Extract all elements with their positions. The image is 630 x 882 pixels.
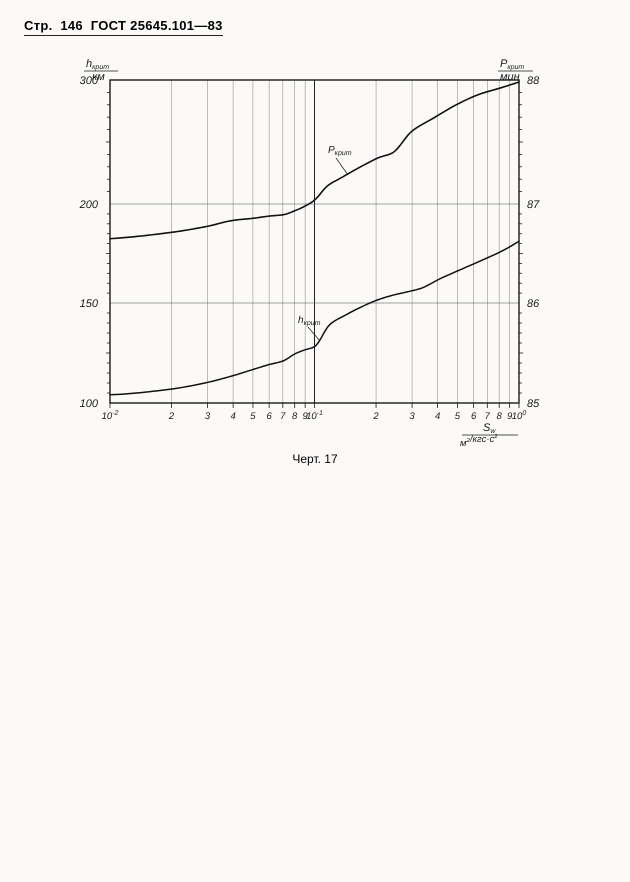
- svg-text:5: 5: [455, 411, 461, 422]
- svg-text:7: 7: [280, 411, 286, 422]
- svg-text:8: 8: [497, 411, 503, 422]
- svg-text:86: 86: [527, 298, 540, 310]
- svg-text:7: 7: [485, 411, 491, 422]
- svg-text:6: 6: [266, 411, 272, 422]
- svg-text:2: 2: [372, 411, 379, 422]
- svg-text:3: 3: [409, 411, 415, 422]
- svg-text:3: 3: [205, 411, 211, 422]
- svg-text:85: 85: [527, 398, 540, 410]
- svg-text:150: 150: [80, 298, 99, 310]
- svg-text:hкрит: hкрит: [86, 58, 109, 71]
- svg-text:4: 4: [230, 411, 235, 422]
- svg-text:8: 8: [292, 411, 298, 422]
- svg-text:88: 88: [527, 75, 540, 87]
- svg-text:мин: мин: [500, 71, 520, 83]
- svg-text:Pкрит: Pкрит: [500, 58, 524, 71]
- svg-text:10-1: 10-1: [306, 410, 323, 422]
- svg-text:hкрит: hкрит: [298, 315, 321, 327]
- svg-text:100: 100: [80, 398, 99, 410]
- svg-text:км: км: [92, 71, 105, 83]
- svg-text:200: 200: [79, 199, 99, 211]
- svg-text:6: 6: [471, 411, 477, 422]
- svg-text:10-2: 10-2: [102, 410, 119, 422]
- svg-text:2: 2: [168, 411, 175, 422]
- svg-text:Pкрит: Pкрит: [328, 145, 352, 157]
- svg-text:100: 100: [512, 410, 527, 422]
- svg-text:5: 5: [250, 411, 256, 422]
- svg-text:4: 4: [435, 411, 440, 422]
- svg-text:87: 87: [527, 199, 540, 211]
